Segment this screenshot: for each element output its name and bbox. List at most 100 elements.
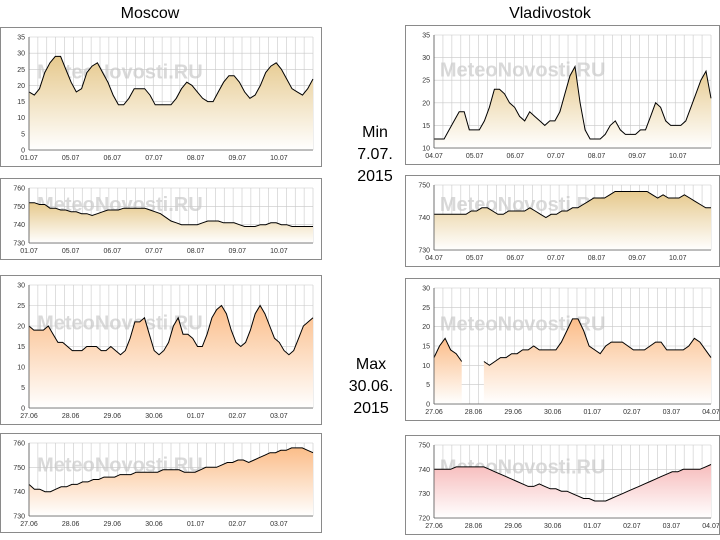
y-tick-label: 10 <box>17 115 25 122</box>
series-area <box>434 464 711 518</box>
x-tick-label: 10.07 <box>669 255 687 262</box>
moscow-min-pressure-chart: MeteoNovosti.RU 730 740 750 760 01.07 05.07 06.… <box>0 178 322 260</box>
x-tick-label: 10.07 <box>270 155 288 162</box>
y-tick-label: 20 <box>17 324 25 331</box>
y-tick-label: 20 <box>17 83 25 90</box>
x-tick-label: 05.07 <box>466 153 484 160</box>
y-tick-label: 25 <box>17 67 25 74</box>
x-tick-label: 01.07 <box>584 409 602 416</box>
x-tick-label: 27.06 <box>425 409 443 416</box>
series-line <box>28 447 314 493</box>
series-area <box>434 338 462 404</box>
x-tick-label: 07.07 <box>547 153 565 160</box>
x-tick-label: 01.07 <box>20 248 38 255</box>
x-tick-label: 08.07 <box>588 153 606 160</box>
x-tick-label: 07.07 <box>145 155 163 162</box>
x-tick-label: 01.07 <box>187 413 205 420</box>
x-tick-label: 02.07 <box>229 413 247 420</box>
y-tick-label: 30 <box>17 51 25 58</box>
x-tick-label: 28.06 <box>62 521 80 528</box>
x-tick-label: 28.06 <box>465 523 483 530</box>
x-tick-label: 02.07 <box>229 521 247 528</box>
vladivostok-max-pressure-chart: MeteoNovosti.RU 720 730 740 750 27.06 28.06 29.… <box>405 435 720 535</box>
moscow_min_temp-svg: MeteoNovosti.RU 0 5 10 15 20 25 30 35 01.07 05.07 0… <box>17 35 314 162</box>
min-label-line2: 7.07. <box>357 146 393 163</box>
y-tick-label: 25 <box>17 303 25 310</box>
x-tick-label: 06.07 <box>506 255 524 262</box>
y-tick-label: 25 <box>422 305 430 312</box>
y-tick-label: 730 <box>13 514 25 521</box>
min-date-label: Min 7.07. 2015 <box>340 122 410 188</box>
x-tick-label: 01.07 <box>20 155 38 162</box>
x-tick-label: 06.07 <box>104 248 122 255</box>
y-tick-label: 740 <box>418 467 430 474</box>
series-line <box>434 65 712 140</box>
y-tick-label: 730 <box>418 491 430 498</box>
y-tick-label: 30 <box>422 55 430 62</box>
watermark: MeteoNovosti.RU <box>37 313 203 335</box>
x-tick-label: 07.07 <box>145 248 163 255</box>
vlad_max_temp-svg: MeteoNovosti.RU 0 5 10 15 20 25 30 27.06 28.06 29.… <box>422 286 719 417</box>
y-tick-label: 750 <box>13 465 25 472</box>
series-line <box>29 202 313 227</box>
y-tick-label: 740 <box>13 222 25 229</box>
series-line <box>433 337 463 362</box>
y-tick-label: 0 <box>21 406 25 413</box>
x-tick-label: 30.06 <box>145 413 163 420</box>
y-tick-label: 740 <box>418 215 430 222</box>
x-tick-label: 30.06 <box>544 523 562 530</box>
x-tick-label: 09.07 <box>229 155 247 162</box>
moscow_min_press-svg: MeteoNovosti.RU 730 740 750 760 01.07 05.07 06.… <box>13 186 314 255</box>
y-tick-label: 720 <box>418 516 430 523</box>
x-tick-label: 06.07 <box>506 153 524 160</box>
x-tick-label: 29.06 <box>504 409 522 416</box>
min-label-line1: Min <box>362 124 388 141</box>
x-tick-label: 04.07 <box>702 409 719 416</box>
y-tick-label: 740 <box>13 489 25 496</box>
x-tick-label: 03.07 <box>663 409 681 416</box>
y-tick-label: 25 <box>422 78 430 85</box>
y-tick-label: 0 <box>426 402 430 409</box>
x-tick-label: 07.07 <box>547 255 565 262</box>
y-tick-label: 35 <box>422 33 430 40</box>
x-tick-label: 05.07 <box>62 248 80 255</box>
x-tick-label: 04.07 <box>425 255 443 262</box>
x-tick-label: 29.06 <box>504 523 522 530</box>
y-tick-label: 20 <box>422 100 430 107</box>
series-area <box>434 191 711 250</box>
x-tick-label: 30.06 <box>145 521 163 528</box>
y-tick-label: 15 <box>422 344 430 351</box>
series-area <box>483 318 711 404</box>
y-tick-label: 30 <box>422 286 430 293</box>
x-tick-label: 28.06 <box>62 413 80 420</box>
x-tick-label: 09.07 <box>628 153 646 160</box>
y-tick-label: 15 <box>17 99 25 106</box>
max-date-label: Max 30.06. 2015 <box>336 354 406 420</box>
y-tick-label: 10 <box>17 365 25 372</box>
x-tick-label: 01.07 <box>584 523 602 530</box>
moscow-min-temp-chart: MeteoNovosti.RU 0 5 10 15 20 25 30 35 01.07 05.07 0… <box>0 27 322 167</box>
watermark: MeteoNovosti.RU <box>440 313 606 335</box>
series-line <box>434 191 711 219</box>
series-area <box>29 305 313 408</box>
max-label-line2: 30.06. <box>348 378 394 395</box>
x-tick-label: 08.07 <box>187 155 205 162</box>
vladivostok-max-temp-chart: MeteoNovosti.RU 0 5 10 15 20 25 30 27.06 28.06 29.… <box>405 278 720 421</box>
series-line <box>28 304 314 356</box>
x-tick-label: 09.07 <box>628 255 646 262</box>
y-tick-label: 730 <box>418 248 430 255</box>
series-line <box>483 318 712 366</box>
series-area <box>434 66 711 148</box>
y-tick-label: 10 <box>422 146 430 153</box>
series-area <box>29 56 313 150</box>
x-tick-label: 28.06 <box>465 409 483 416</box>
y-tick-label: 35 <box>17 35 25 42</box>
max-label-line3: 2015 <box>353 400 389 417</box>
watermark: MeteoNovosti.RU <box>440 59 606 81</box>
x-tick-label: 03.07 <box>270 521 288 528</box>
title-vladivostok: Vladivostok <box>509 5 591 22</box>
x-tick-label: 29.06 <box>104 521 122 528</box>
x-tick-label: 27.06 <box>425 523 443 530</box>
